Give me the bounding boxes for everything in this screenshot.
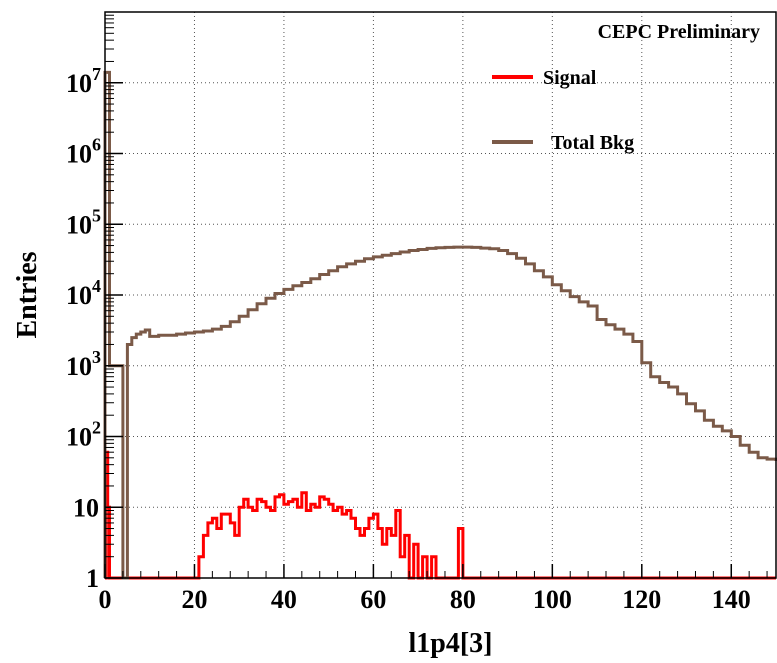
tick-labels: 0 20 40 60 80 100 120 140 1 10 102 103 104 105 106 107 — [66, 64, 751, 614]
x-tick-label: 0 — [99, 585, 112, 614]
axis-ticks — [104, 14, 768, 579]
x-tick-label: 140 — [712, 585, 751, 614]
series-line-total-bkg — [103, 70, 777, 580]
x-tick-label: 40 — [271, 585, 297, 614]
y-tick-label: 1 — [86, 564, 99, 593]
y-tick-label: 104 — [66, 276, 101, 310]
y-tick-label: 106 — [66, 135, 101, 169]
legend: Signal Total Bkg — [492, 67, 634, 154]
x-tick-label: 20 — [181, 585, 207, 614]
legend-total-bkg-label: Total Bkg — [551, 132, 634, 154]
data-series — [103, 70, 777, 580]
cepc-preliminary-label: CEPC Preliminary — [598, 21, 760, 43]
series-line-signal — [104, 450, 776, 580]
y-tick-label: 103 — [66, 347, 101, 381]
x-axis-label: l1p4[3] — [409, 628, 493, 659]
x-tick-label: 100 — [533, 585, 572, 614]
y-axis-label: Entries — [12, 251, 43, 338]
y-tick-label: 10 — [73, 493, 99, 522]
y-tick-label: 107 — [66, 64, 101, 98]
y-tick-label: 105 — [66, 205, 101, 239]
x-tick-label: 120 — [622, 585, 661, 614]
y-tick-label: 102 — [66, 418, 101, 452]
x-tick-label: 60 — [360, 585, 386, 614]
x-tick-label: 80 — [450, 585, 476, 614]
legend-signal-label: Signal — [543, 67, 597, 89]
